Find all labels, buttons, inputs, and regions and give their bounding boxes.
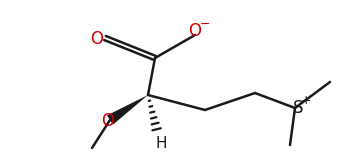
Text: H: H <box>155 136 167 151</box>
Text: O: O <box>188 22 201 40</box>
Polygon shape <box>107 95 148 125</box>
Text: S: S <box>293 99 303 117</box>
Text: −: − <box>200 17 210 31</box>
Text: O: O <box>102 112 114 130</box>
Text: O: O <box>90 30 103 48</box>
Text: +: + <box>301 94 311 107</box>
